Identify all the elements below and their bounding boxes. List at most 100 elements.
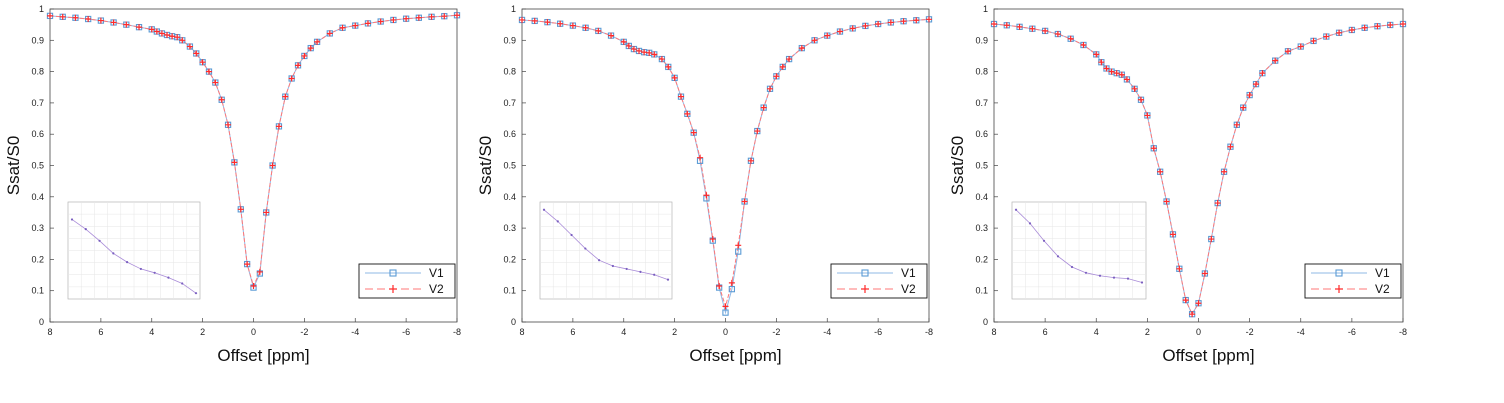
y-tick-label: 0.4 xyxy=(31,192,44,202)
data-point-v2 xyxy=(582,24,589,31)
data-point-v2 xyxy=(557,20,564,27)
y-tick-label: 0 xyxy=(39,317,44,327)
data-point-v2 xyxy=(269,162,276,169)
data-point-v2 xyxy=(595,27,602,34)
x-axis-label: Offset [ppm] xyxy=(217,346,309,365)
legend-label-v1: V1 xyxy=(429,266,444,280)
data-point-v2 xyxy=(1361,24,1368,31)
data-point-v2 xyxy=(690,129,697,136)
data-point-v2 xyxy=(1029,25,1036,32)
data-point-v2 xyxy=(403,15,410,22)
x-tick-label: -8 xyxy=(925,327,933,337)
data-point-v2 xyxy=(1113,70,1120,77)
data-point-v2 xyxy=(250,283,257,290)
data-point-v2 xyxy=(212,79,219,86)
inset-point xyxy=(139,267,142,271)
data-point-v2 xyxy=(1214,200,1221,207)
data-point-v2 xyxy=(1272,57,1279,64)
data-point-v2 xyxy=(1016,23,1023,30)
data-point-v2 xyxy=(136,24,143,31)
data-point-v2 xyxy=(641,49,648,56)
legend-marker-v1 xyxy=(1335,269,1343,277)
data-point-v2 xyxy=(307,45,314,52)
x-tick-label: 6 xyxy=(98,327,103,337)
data-point-v2 xyxy=(697,154,704,161)
y-tick-label: 0.6 xyxy=(503,129,516,139)
data-point-v2 xyxy=(636,47,643,54)
data-point-v2 xyxy=(767,85,774,92)
data-point-v2 xyxy=(824,32,831,39)
data-point-v2 xyxy=(199,59,206,66)
y-tick-label: 0.3 xyxy=(975,223,988,233)
y-tick-label: 0.2 xyxy=(503,254,516,264)
data-point-v2 xyxy=(646,49,653,56)
data-point-v2 xyxy=(779,63,786,70)
data-point-v2 xyxy=(390,16,397,23)
data-point-v2 xyxy=(1182,297,1189,304)
y-tick-label: 0.9 xyxy=(503,35,516,45)
data-point-v2 xyxy=(174,34,181,41)
legend-marker-v2 xyxy=(1335,285,1343,293)
data-point-v2 xyxy=(862,22,869,29)
y-tick-label: 0.3 xyxy=(31,223,44,233)
data-point-v2 xyxy=(1067,35,1074,42)
data-point-v2 xyxy=(205,68,212,75)
data-point-v2 xyxy=(1176,265,1183,272)
legend-marker-v1 xyxy=(389,269,397,277)
data-point-v2 xyxy=(569,22,576,29)
data-point-v2 xyxy=(295,62,302,69)
data-point-v2 xyxy=(1042,27,1049,34)
data-point-v2 xyxy=(684,110,691,117)
data-point-v2 xyxy=(728,279,735,286)
data-point-v2 xyxy=(415,14,422,21)
legend-marker-v2 xyxy=(389,285,397,293)
legend-box xyxy=(1304,263,1402,299)
inset-point xyxy=(556,220,559,223)
data-point-v2 xyxy=(1131,85,1138,92)
data-point-v2 xyxy=(658,56,665,63)
inset-point xyxy=(1140,281,1144,284)
data-point-v2 xyxy=(218,96,225,103)
data-point-v2 xyxy=(991,21,997,28)
x-tick-label: 2 xyxy=(200,327,205,337)
x-tick-label: 4 xyxy=(621,327,626,337)
inset-curve xyxy=(71,219,197,294)
data-point-v2 xyxy=(179,37,186,44)
inset-point xyxy=(167,276,170,279)
data-point-v2 xyxy=(1400,21,1406,28)
data-point-v2 xyxy=(326,30,333,37)
inset-point xyxy=(570,233,573,237)
data-point-v2 xyxy=(1336,29,1343,36)
data-point-v2 xyxy=(798,45,805,52)
data-point-v2 xyxy=(747,157,754,164)
data-point-v2 xyxy=(519,16,525,23)
y-tick-label: 0.9 xyxy=(31,35,44,45)
data-point-v2 xyxy=(1195,300,1202,307)
data-point-v2 xyxy=(900,18,907,25)
data-point-v2 xyxy=(97,17,104,24)
data-point-v2 xyxy=(1201,270,1208,277)
data-point-v2 xyxy=(1108,68,1115,75)
data-point-v2 xyxy=(148,26,155,33)
data-point-v2 xyxy=(913,17,920,24)
y-tick-label: 0.8 xyxy=(503,67,516,77)
x-tick-label: -2 xyxy=(1246,327,1254,337)
inset-point xyxy=(639,270,642,273)
data-point-v2 xyxy=(85,16,92,23)
y-tick-label: 0.1 xyxy=(503,286,516,296)
y-tick-label: 0.2 xyxy=(975,254,988,264)
y-tick-label: 0.1 xyxy=(31,286,44,296)
y-tick-label: 0.7 xyxy=(975,98,988,108)
x-tick-label: 8 xyxy=(991,327,996,337)
legend-label-v2: V2 xyxy=(429,282,444,296)
data-point-v2 xyxy=(836,28,843,35)
data-point-v2 xyxy=(531,17,538,24)
data-point-v2 xyxy=(716,283,723,290)
data-point-v2 xyxy=(72,14,79,21)
x-tick-label: 6 xyxy=(570,327,575,337)
x-tick-label: 6 xyxy=(1043,327,1048,337)
data-point-v2 xyxy=(741,198,748,205)
inset-point xyxy=(84,228,87,231)
data-point-v2 xyxy=(1137,96,1144,103)
x-axis-label: Offset [ppm] xyxy=(1162,346,1254,365)
